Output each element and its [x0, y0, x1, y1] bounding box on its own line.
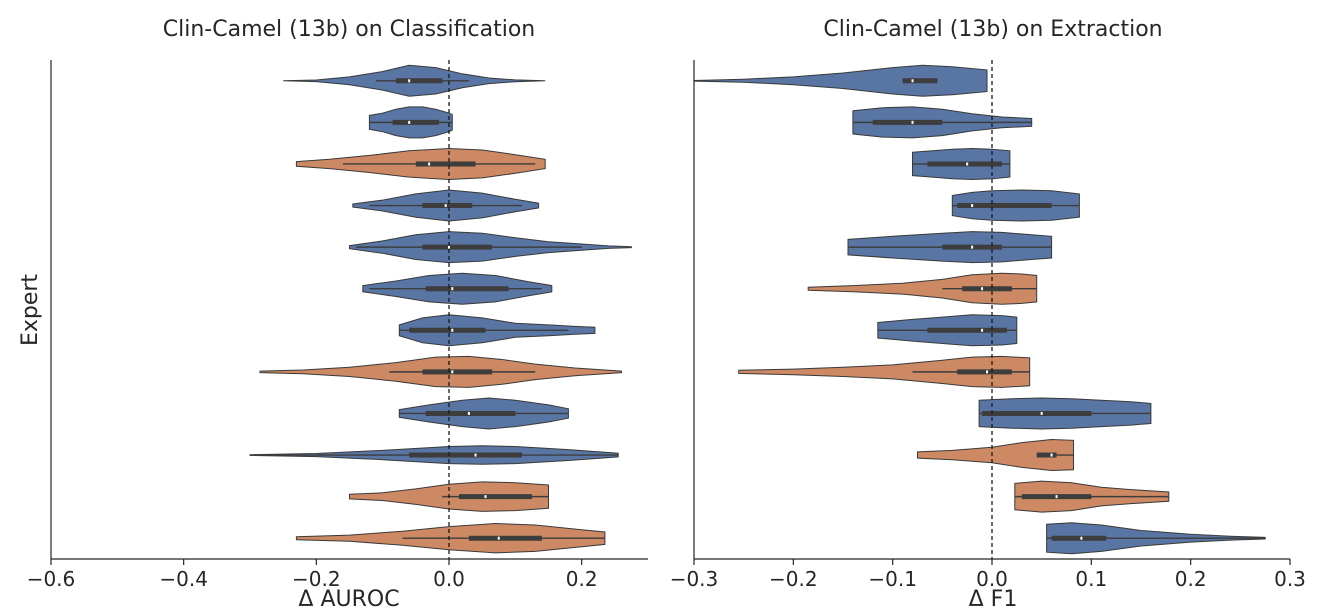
violin [398, 397, 569, 430]
x-tick-label: 0.2 [1175, 567, 1207, 591]
violin [249, 445, 619, 465]
extraction-x-label: Δ F1 [969, 587, 1018, 609]
x-tick-label: −0.3 [670, 567, 719, 591]
extraction-panel: Clin-Camel (13b) on Extraction −0.3 −0.2−… [670, 17, 1306, 609]
violin [295, 522, 606, 554]
violin-median [448, 245, 450, 249]
violin-median [1050, 453, 1053, 457]
violin-median [451, 370, 454, 374]
x-tick-label: 0.1 [1075, 567, 1107, 591]
violin-median [911, 120, 914, 124]
y-axis-label: Expert [18, 274, 43, 346]
violin-median [484, 495, 487, 499]
violin [283, 64, 546, 97]
violin [352, 189, 540, 222]
violin-median [408, 120, 411, 124]
violin [259, 355, 622, 388]
classification-title: Clin-Camel (13b) on Classification [163, 17, 535, 42]
violin-median [911, 79, 914, 83]
violin-median [428, 162, 431, 166]
violin-median [444, 204, 447, 208]
violin-median [966, 162, 969, 166]
violin-median [451, 328, 454, 332]
violin-median [986, 370, 989, 374]
violin [951, 189, 1080, 222]
x-tick-label: 0.0 [976, 567, 1008, 591]
violin-median [1055, 495, 1058, 499]
x-tick-label: −0.6 [27, 567, 76, 591]
extraction-x-ticks: −0.3 −0.2 −0.1 0.0 0.1 0.2 0.3 [670, 559, 1306, 591]
violin-body [738, 355, 1031, 388]
extraction-violins [693, 64, 1266, 555]
violin [912, 147, 1011, 181]
violin-median [1040, 411, 1043, 415]
violin-median [981, 287, 984, 291]
x-tick-label: −0.1 [868, 567, 917, 591]
violin-median [1080, 536, 1083, 540]
violin [847, 231, 1053, 264]
classification-x-ticks: −0.6 −0.4 −0.2 0.0 0.2 [27, 559, 598, 591]
violin [978, 397, 1152, 430]
violin-median [474, 453, 477, 457]
violin [852, 106, 1033, 139]
violin [349, 231, 632, 264]
violin [1046, 522, 1266, 555]
classification-panel: Clin-Camel (13b) on Classification −0.6−… [18, 17, 648, 609]
violin-median [451, 287, 454, 291]
violin-median [971, 204, 974, 208]
violin [398, 314, 596, 347]
x-tick-label: 0.0 [433, 567, 465, 591]
violin [295, 147, 546, 181]
x-tick-label: −0.2 [769, 567, 818, 591]
violin [362, 272, 553, 305]
violin [917, 438, 1074, 472]
violin-median [497, 536, 500, 540]
violin [693, 64, 988, 97]
x-tick-label: −0.2 [292, 567, 341, 591]
violin [877, 314, 1018, 347]
x-tick-label: 0.2 [566, 567, 598, 591]
violin-median [981, 328, 984, 332]
violin-body [693, 64, 988, 97]
violin [807, 272, 1038, 305]
violin [738, 355, 1031, 388]
violin-median [408, 79, 411, 83]
extraction-title: Clin-Camel (13b) on Extraction [823, 17, 1162, 42]
violin-median [971, 245, 974, 249]
violin-body [807, 272, 1038, 305]
violin-median [467, 411, 470, 415]
classification-violins [249, 64, 632, 554]
violin [368, 106, 453, 139]
violin [1014, 480, 1170, 513]
classification-x-label: Δ AUROC [298, 587, 399, 609]
x-tick-label: −0.4 [159, 567, 208, 591]
x-tick-label: 0.3 [1274, 567, 1306, 591]
